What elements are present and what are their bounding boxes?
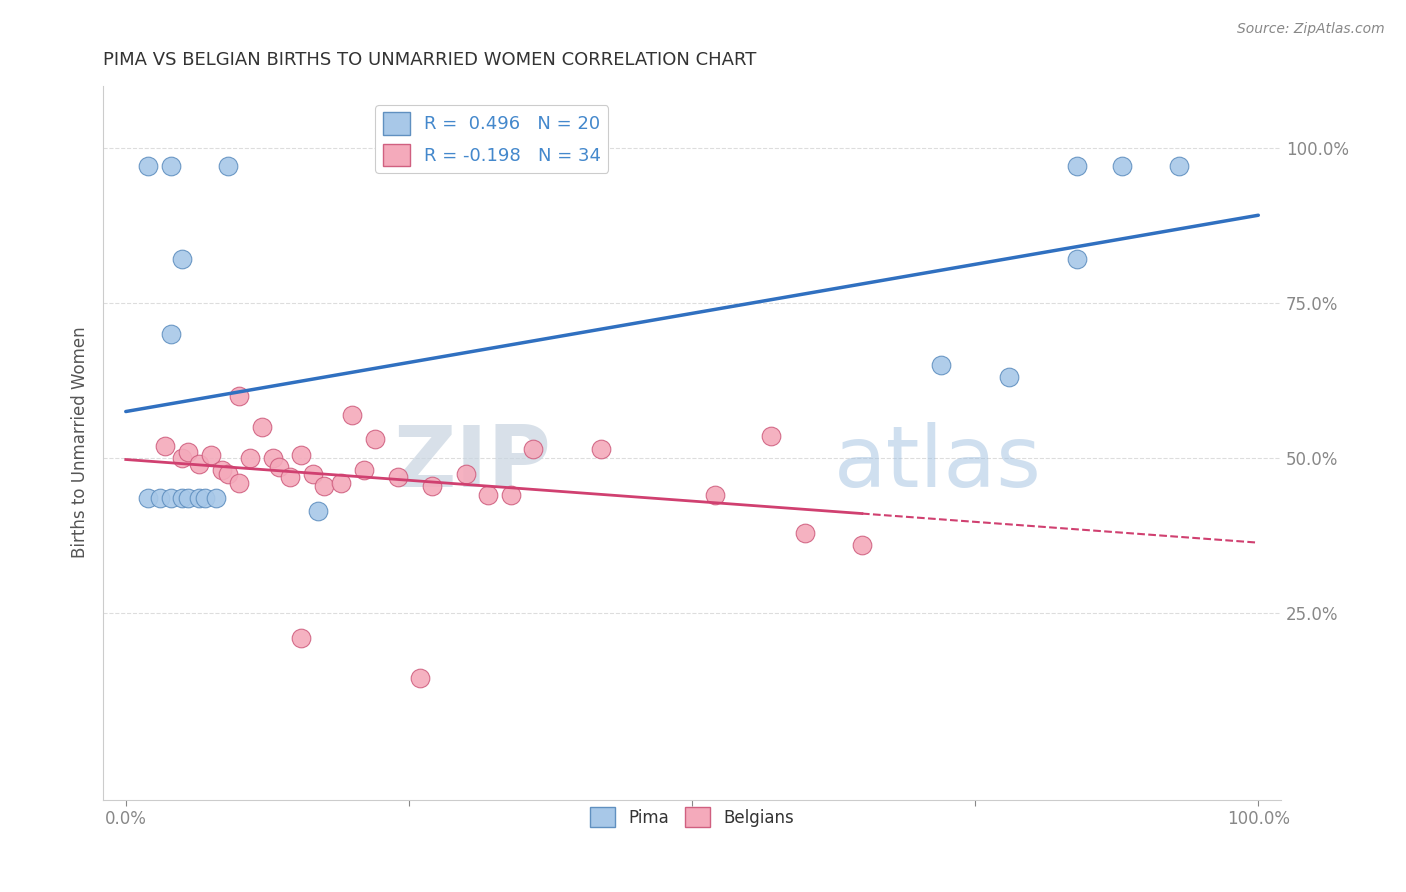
Point: [172, 252, 194, 267]
Point: [499, 488, 522, 502]
Text: atlas: atlas: [834, 423, 1042, 506]
Point: [217, 159, 239, 173]
Point: [239, 450, 262, 465]
Point: [290, 631, 312, 645]
Point: [200, 448, 222, 462]
Point: [342, 408, 364, 422]
Point: [160, 159, 183, 173]
Point: [172, 450, 194, 465]
Point: [278, 469, 301, 483]
Point: [1066, 252, 1088, 267]
Point: [591, 442, 613, 456]
Point: [1168, 159, 1191, 173]
Point: [312, 479, 335, 493]
Point: [522, 442, 544, 456]
Point: [387, 469, 409, 483]
Point: [194, 491, 217, 506]
Point: [267, 460, 290, 475]
Point: [160, 491, 183, 506]
Point: [188, 491, 211, 506]
Point: [138, 491, 160, 506]
Point: [160, 326, 183, 341]
Point: [290, 448, 312, 462]
Point: [794, 525, 817, 540]
Point: [217, 467, 239, 481]
Point: [205, 491, 228, 506]
Text: Source: ZipAtlas.com: Source: ZipAtlas.com: [1237, 22, 1385, 37]
Point: [364, 433, 387, 447]
Point: [307, 504, 329, 518]
Point: [420, 479, 443, 493]
Point: [177, 491, 200, 506]
Point: [330, 475, 353, 490]
Point: [998, 370, 1021, 384]
Point: [761, 429, 783, 443]
Legend: Pima, Belgians: Pima, Belgians: [583, 800, 801, 834]
Point: [228, 475, 250, 490]
Point: [1066, 159, 1088, 173]
Point: [172, 491, 194, 506]
Point: [228, 389, 250, 403]
Point: [1111, 159, 1133, 173]
Point: [454, 467, 477, 481]
Point: [353, 463, 375, 477]
Point: [851, 538, 873, 552]
Point: [188, 457, 211, 471]
Point: [138, 159, 160, 173]
Point: [177, 445, 200, 459]
Point: [929, 358, 952, 372]
Point: [409, 672, 432, 686]
Point: [250, 420, 273, 434]
Point: [155, 439, 177, 453]
Y-axis label: Births to Unmarried Women: Births to Unmarried Women: [72, 326, 89, 558]
Point: [301, 467, 323, 481]
Point: [477, 488, 499, 502]
Point: [211, 463, 233, 477]
Point: [262, 450, 284, 465]
Point: [703, 488, 725, 502]
Text: PIMA VS BELGIAN BIRTHS TO UNMARRIED WOMEN CORRELATION CHART: PIMA VS BELGIAN BIRTHS TO UNMARRIED WOME…: [103, 51, 756, 69]
Point: [149, 491, 172, 506]
Text: ZIP: ZIP: [392, 423, 551, 506]
